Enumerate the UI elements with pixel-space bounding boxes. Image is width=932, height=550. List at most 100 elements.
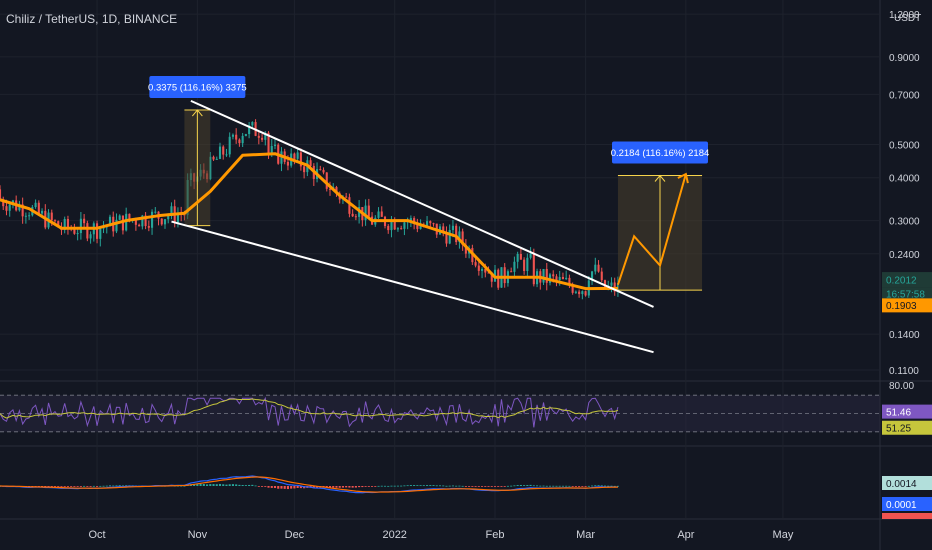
macd-histogram-bar: [361, 486, 364, 488]
macd-histogram-bar: [513, 485, 516, 487]
candle-body: [21, 204, 24, 217]
candle-body: [34, 202, 37, 208]
candle-body: [273, 144, 277, 146]
macd-histogram-bar: [542, 485, 545, 487]
candle-body: [558, 276, 561, 281]
candle-body: [354, 216, 357, 218]
macd-histogram-bar: [558, 485, 561, 487]
macd-histogram-bar: [539, 485, 542, 487]
candle-body: [328, 188, 332, 190]
candle-body: [53, 220, 57, 222]
candle-body: [134, 219, 137, 225]
macd-histogram-bar: [442, 485, 445, 487]
candle-body: [267, 132, 270, 155]
last-price-label-bg: [882, 272, 932, 288]
macd-value-label: 0.0014: [886, 479, 917, 490]
macd-histogram-bar: [409, 485, 412, 486]
candle-body: [377, 211, 380, 218]
candle-body: [477, 265, 480, 271]
macd-histogram-bar: [367, 486, 370, 487]
candle-body: [610, 282, 613, 286]
macd-histogram-bar: [218, 483, 222, 486]
macd-histogram-bar: [183, 485, 186, 487]
macd-histogram-bar: [238, 484, 241, 486]
candle-body: [50, 212, 53, 221]
candle-body: [128, 213, 131, 221]
macd-histogram-bar: [536, 485, 539, 487]
candle-body: [600, 271, 603, 281]
macd-histogram-bar: [290, 486, 293, 489]
macd-histogram-bar: [270, 486, 273, 488]
candle-body: [286, 161, 289, 166]
last-price-label: 0.2012: [886, 276, 917, 287]
candle-body: [481, 268, 484, 271]
candle-body: [322, 169, 325, 173]
candle-body: [445, 232, 448, 244]
candle-body: [222, 146, 225, 155]
macd-histogram-bar: [199, 483, 202, 486]
candle-body: [578, 291, 581, 295]
macd-histogram-bar: [422, 485, 425, 487]
macd-pane: 0.0014 0.0001: [0, 475, 932, 519]
candle-body: [345, 196, 348, 198]
rsi-ma-value-label: 51.25: [886, 424, 911, 435]
macd-histogram-bar: [490, 486, 493, 487]
candle-body: [319, 169, 322, 171]
rsi-value-bg: [882, 404, 932, 419]
candle-body: [409, 218, 412, 222]
macd-histogram-bar: [105, 485, 108, 487]
symbol-title[interactable]: Chiliz / TetherUS, 1D, BINANCE: [6, 12, 178, 26]
macd-histogram-bar: [594, 485, 597, 487]
price-axis-tick: 0.4000: [889, 174, 920, 185]
candle-body: [73, 229, 76, 234]
candle-body: [594, 264, 597, 272]
measure-badge-text: 0.3375 (116.16%) 3375: [148, 83, 247, 94]
macd-histogram-bar: [403, 485, 406, 487]
candle-body: [335, 187, 338, 194]
macd-histogram-bar: [293, 486, 296, 489]
macd-histogram-bar: [390, 485, 393, 487]
candle-body: [228, 136, 231, 155]
macd-histogram-bar: [286, 486, 289, 490]
price-axis-tick: 0.3000: [889, 217, 920, 228]
macd-histogram-bar: [102, 485, 105, 487]
candle-body: [238, 139, 241, 144]
macd-histogram-bar: [348, 486, 351, 488]
macd-histogram-bar: [89, 486, 92, 487]
macd-histogram-bar: [118, 485, 121, 487]
time-axis-label: Oct: [88, 529, 105, 541]
macd-histogram-bar: [341, 486, 344, 488]
macd-histogram-bar: [196, 483, 199, 486]
macd-histogram-bar: [429, 485, 432, 486]
macd-histogram-bar: [99, 485, 102, 487]
macd-histogram-bar: [555, 485, 558, 487]
candle-body: [163, 219, 167, 225]
candle-body: [57, 221, 60, 228]
rsi-ma-line: [0, 398, 619, 419]
macd-histogram-bar: [374, 486, 377, 487]
macd-histogram-bar: [212, 484, 215, 486]
measure-badge-text: 0.2184 (116.16%) 2184: [611, 148, 710, 159]
macd-histogram-bar: [565, 485, 568, 487]
time-axis-label: 2022: [382, 529, 406, 541]
macd-histogram-bar: [222, 484, 225, 486]
macd-histogram-bar: [273, 486, 277, 489]
measure-arrow: [191, 109, 203, 117]
chart-axes: Oct Nov Dec 2022 Feb Mar Apr May 1.2000 0.9000 0.7…: [88, 10, 921, 541]
signal-line: [0, 476, 618, 493]
candle-body: [248, 125, 251, 135]
macd-histogram-bar: [519, 484, 522, 486]
candle-body: [574, 291, 577, 293]
macd-histogram-bar: [86, 486, 89, 487]
macd-histogram-bar: [53, 486, 57, 487]
candle-body: [568, 277, 571, 286]
macd-histogram-bar: [487, 486, 490, 487]
macd-histogram-bar: [328, 486, 332, 488]
macd-histogram-bar: [393, 485, 396, 487]
candle-body: [565, 277, 568, 280]
macd-histogram-bar: [416, 485, 419, 486]
candle-body: [542, 268, 545, 283]
candle-body: [364, 205, 367, 221]
macd-histogram-bar: [603, 485, 607, 487]
